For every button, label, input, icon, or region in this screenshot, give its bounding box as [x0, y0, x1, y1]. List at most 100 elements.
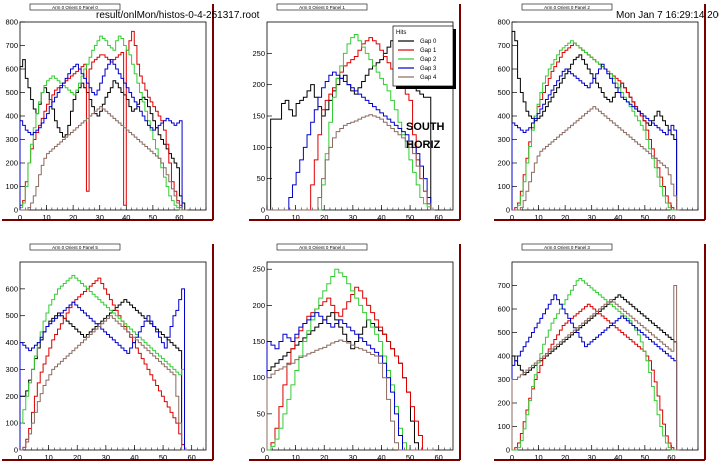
panel-title: Arm 0 Orient 0 Panel 4	[299, 245, 345, 250]
legend: Hits Gap 0 Gap 1 Gap 2 Gap 3 Gap 4	[392, 25, 456, 89]
y-tick-label: 500	[5, 88, 18, 97]
y-tick-label: 700	[497, 41, 510, 50]
panel-title-box	[276, 243, 368, 251]
histogram-series-line	[512, 40, 680, 211]
y-tick-label: 600	[5, 284, 18, 293]
x-tick-label: 10	[44, 453, 52, 462]
histogram-panel: Arm 0 Orient 0 Panel 50 10 20 30 40 50 6001002…	[2, 243, 214, 462]
x-tick-label: 0	[265, 213, 269, 222]
y-tick-label: 800	[5, 18, 18, 27]
x-tick-label: 50	[641, 213, 649, 222]
legend-entry: Gap 2	[420, 57, 437, 63]
panel-title-box	[521, 3, 613, 11]
x-tick-label: 10	[534, 213, 542, 222]
panel-title-box	[29, 243, 121, 251]
histogram-series-line	[511, 63, 680, 211]
y-tick-label: 200	[252, 80, 265, 89]
y-tick-label: 400	[497, 112, 510, 121]
histogram-series-line	[19, 30, 188, 211]
x-tick-label: 60	[435, 453, 443, 462]
histogram-series-line	[19, 35, 188, 211]
y-tick-label: 300	[497, 135, 510, 144]
histogram-series-line	[19, 274, 188, 451]
histogram-panel: Arm 0 Orient 0 Panel 20 10 20 30 40 50 6001002…	[494, 3, 706, 222]
x-tick-label: 10	[291, 213, 299, 222]
y-tick-label: 200	[497, 399, 510, 408]
y-tick-label: 100	[5, 419, 18, 428]
y-tick-label: 400	[497, 352, 510, 361]
y-tick-label: 50	[257, 409, 265, 418]
panel-title-box	[29, 3, 121, 11]
x-tick-label: 20	[320, 453, 328, 462]
x-tick-label: 40	[130, 453, 138, 462]
timestamp-label: Mon Jan 7 16:29:14 2008	[616, 10, 719, 21]
x-tick-label: 50	[149, 213, 157, 222]
x-tick-label: 60	[175, 213, 183, 222]
legend-entry: Gap 3	[420, 66, 437, 72]
y-tick-label: 250	[252, 49, 265, 58]
y-tick-label: 500	[497, 88, 510, 97]
x-tick-label: 0	[510, 213, 514, 222]
y-tick-label: 300	[5, 135, 18, 144]
histogram-series-line	[266, 339, 435, 451]
legend-entry: Gap 4	[420, 75, 437, 81]
x-tick-label: 30	[588, 453, 596, 462]
x-tick-label: 0	[510, 453, 514, 462]
panel-title: Arm 0 Orient 0 Panel 5	[52, 245, 98, 250]
y-tick-label: 100	[252, 373, 265, 382]
y-tick-label: 150	[252, 112, 265, 121]
x-tick-label: 40	[122, 213, 130, 222]
y-tick-label: 200	[5, 159, 18, 168]
x-tick-label: 50	[159, 453, 167, 462]
histogram-series-line	[20, 106, 188, 211]
x-tick-label: 30	[349, 213, 357, 222]
x-tick-label: 60	[188, 453, 196, 462]
y-tick-label: 400	[5, 338, 18, 347]
y-tick-label: 500	[5, 311, 18, 320]
x-tick-label: 30	[588, 213, 596, 222]
x-tick-label: 60	[667, 213, 675, 222]
x-tick-label: 30	[349, 453, 357, 462]
x-tick-label: 0	[265, 453, 269, 462]
histogram-series-line	[512, 277, 680, 451]
legend-entry: Gap 1	[420, 48, 437, 54]
y-tick-label: 100	[497, 182, 510, 191]
x-tick-label: 0	[18, 453, 22, 462]
histogram-series-line	[267, 268, 435, 451]
y-tick-label: 300	[497, 375, 510, 384]
histogram-series-line	[511, 30, 680, 211]
histogram-panel: Arm 0 Orient 0 Panel 1 0 10 20 30 40 50 60 0 50 10…	[249, 3, 461, 222]
x-tick-label: 20	[320, 213, 328, 222]
x-tick-label: 40	[377, 453, 385, 462]
panel-title: Arm 0 Orient 0 Panel 3	[544, 245, 590, 250]
histogram-series-line	[511, 285, 680, 451]
x-tick-label: 10	[534, 453, 542, 462]
y-tick-label: 0	[261, 446, 265, 455]
histogram-series-line	[267, 37, 435, 211]
x-tick-label: 20	[561, 453, 569, 462]
histogram-series-line	[267, 71, 435, 211]
histogram-panel: Arm 0 Orient 0 Panel 30 10 20 30 40 50 6001002…	[494, 243, 706, 462]
histogram-series-line	[267, 114, 435, 211]
y-tick-label: 600	[497, 305, 510, 314]
side-label-horiz: HORIZ	[406, 139, 441, 151]
y-tick-label: 100	[252, 143, 265, 152]
side-label-south: SOUTH	[406, 121, 445, 133]
histogram-series-line	[266, 312, 435, 451]
x-tick-label: 20	[561, 213, 569, 222]
panel-title-box	[521, 243, 613, 251]
legend-title: Hits	[396, 30, 406, 36]
histogram-series-line	[512, 303, 680, 451]
histogram-series-line	[20, 315, 188, 451]
y-tick-label: 100	[497, 422, 510, 431]
x-tick-label: 50	[406, 213, 414, 222]
y-tick-label: 0	[14, 206, 18, 215]
x-tick-label: 10	[291, 453, 299, 462]
y-tick-label: 0	[506, 446, 510, 455]
x-tick-label: 40	[614, 213, 622, 222]
panel-title: Arm 0 Orient 0 Panel 1	[299, 5, 345, 10]
legend-shadow	[396, 86, 456, 89]
histogram-panel: Arm 0 Orient 0 Panel 00 10 20 30 40 50 6001002…	[2, 3, 214, 222]
y-tick-label: 0	[261, 206, 265, 215]
